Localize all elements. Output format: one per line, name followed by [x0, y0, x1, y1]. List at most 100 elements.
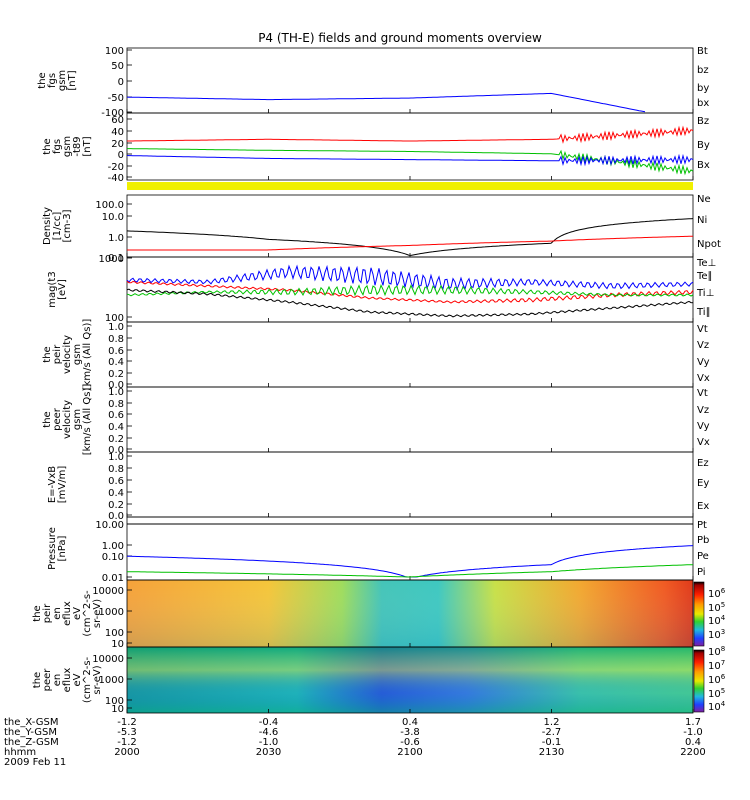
legend-Ex: Ex	[697, 501, 709, 512]
legend-Bt: Bt	[697, 46, 708, 57]
y-tick-label: 0.4	[108, 357, 124, 368]
peir-spectrogram-shade	[127, 580, 693, 647]
legend-Vy: Vy	[697, 421, 710, 432]
series-Ni	[126, 218, 694, 256]
x-axis-value: 2100	[397, 747, 422, 758]
y-axis-label: en	[52, 607, 63, 620]
y-axis-label: eV	[72, 673, 83, 686]
legend-Pt: Pt	[697, 520, 707, 531]
y-tick-label: 10.0	[102, 212, 124, 223]
legend-Vz: Vz	[697, 405, 709, 416]
y-axis-label: eflux	[62, 668, 73, 693]
y-axis-label: en	[52, 674, 63, 687]
y-tick-label: 1.0	[108, 322, 124, 333]
x-axis-value: -0.4	[259, 717, 279, 728]
x-axis-value: 2030	[256, 747, 281, 758]
y-tick-label: 100	[105, 313, 124, 324]
y-tick-label: 0.4	[108, 488, 124, 499]
y-tick-label: 0.8	[108, 334, 124, 345]
x-axis-value: -0.1	[542, 737, 562, 748]
y-tick-label: 40	[111, 127, 124, 138]
date-label: 2009 Feb 11	[4, 757, 66, 768]
temperature-series	[126, 280, 694, 304]
y-tick-label: 10.00	[95, 520, 124, 531]
y-axis-label: velocity	[62, 335, 73, 374]
x-axis-value: 1.7	[685, 717, 701, 728]
y-axis-label: fgs	[47, 73, 58, 88]
temperature-series	[126, 264, 694, 291]
legend-bz: bz	[697, 65, 709, 76]
y-axis-label: gsm	[72, 344, 83, 365]
y-tick-label: 100.0	[95, 200, 124, 211]
legend-Vt: Vt	[697, 388, 708, 399]
y-tick-label: 1000	[99, 675, 124, 686]
legend-by: by	[697, 83, 709, 94]
x-axis-value: 1.2	[544, 717, 560, 728]
colorbar-label: 104	[708, 700, 726, 713]
y-axis-label: (cm^2-s-	[82, 656, 93, 703]
colorbar-label: 104	[708, 614, 726, 627]
panel-frame-fgs_gsm	[126, 47, 694, 114]
y-axis-label: [mV/m]	[57, 466, 68, 504]
temperature-series	[126, 283, 694, 297]
x-axis-row-label: the_Y-GSM	[4, 727, 57, 738]
y-tick-label: -40	[108, 173, 124, 184]
panel-frame-density	[126, 194, 694, 258]
colorbar-label: 103	[708, 628, 725, 641]
y-tick-label: 10000	[92, 654, 124, 665]
series-bx	[126, 92, 646, 113]
y-tick-label: 0	[118, 150, 124, 161]
y-axis-label: (cm^2-s-	[82, 590, 93, 637]
y-tick-label: 1.00	[102, 541, 124, 552]
y-tick-label: 0.0	[108, 511, 124, 522]
y-tick-label: 0.8	[108, 464, 124, 475]
y-axis-label: peir	[52, 344, 63, 364]
y-axis-label: gsm	[62, 136, 73, 157]
x-axis-value: -2.7	[542, 727, 562, 738]
x-axis-value: -1.2	[117, 717, 137, 728]
panel-frame-pressure	[126, 516, 694, 581]
y-tick-label: 0.8	[108, 399, 124, 410]
series-Bx	[126, 153, 694, 167]
y-axis-label: the	[32, 605, 43, 621]
y-axis-label: fgs	[52, 139, 63, 154]
y-tick-label: 1.0	[108, 452, 124, 463]
x-axis-value: -4.6	[259, 727, 279, 738]
y-axis-label: [eV]	[57, 279, 68, 300]
y-tick-label: 50	[111, 61, 124, 72]
y-tick-label: 0.10	[102, 552, 124, 563]
y-axis-label: eflux	[62, 601, 73, 626]
x-axis-value: -1.0	[259, 737, 279, 748]
legend-Pi: Pi	[697, 567, 706, 578]
colorbar-label: 106	[708, 673, 726, 686]
x-axis-value: 2000	[114, 747, 139, 758]
legend-Ti∥: Ti∥	[696, 307, 711, 318]
x-axis-value: -0.6	[400, 737, 420, 748]
legend-Ez: Ez	[697, 458, 709, 469]
legend-Ne: Ne	[697, 194, 711, 205]
legend-bx: bx	[697, 98, 709, 109]
plot-title: P4 (TH-E) fields and ground moments over…	[258, 31, 542, 45]
y-tick-label: 100	[105, 696, 124, 707]
y-tick-label: 10	[111, 704, 124, 715]
y-axis-label: [km/s (All Qs)]	[82, 384, 93, 456]
legend-Ni: Ni	[697, 215, 707, 226]
panel-frame-peer_vel	[126, 386, 694, 453]
x-axis-row-label: the_Z-GSM	[4, 737, 59, 748]
legend-Npot: Npot	[697, 239, 721, 250]
legend-Ti⊥: Ti⊥	[696, 288, 714, 299]
y-tick-label: 60	[111, 115, 124, 126]
y-tick-label: 0.0	[108, 380, 124, 391]
legend-Vz: Vz	[697, 340, 709, 351]
x-axis-value: -1.2	[117, 737, 137, 748]
x-axis-value: 2200	[680, 747, 705, 758]
y-tick-label: 0.0	[108, 445, 124, 456]
x-axis-value: 2130	[539, 747, 564, 758]
legend-Te⊥: Te⊥	[696, 258, 716, 269]
y-axis-label: gsm	[72, 409, 83, 430]
panel-frame-fgs_dsl	[126, 112, 694, 181]
y-tick-label: -100	[101, 108, 124, 119]
y-tick-label: 100	[105, 46, 124, 57]
x-axis-row-label: the_X-GSM	[4, 717, 58, 728]
legend-Vy: Vy	[697, 357, 710, 368]
